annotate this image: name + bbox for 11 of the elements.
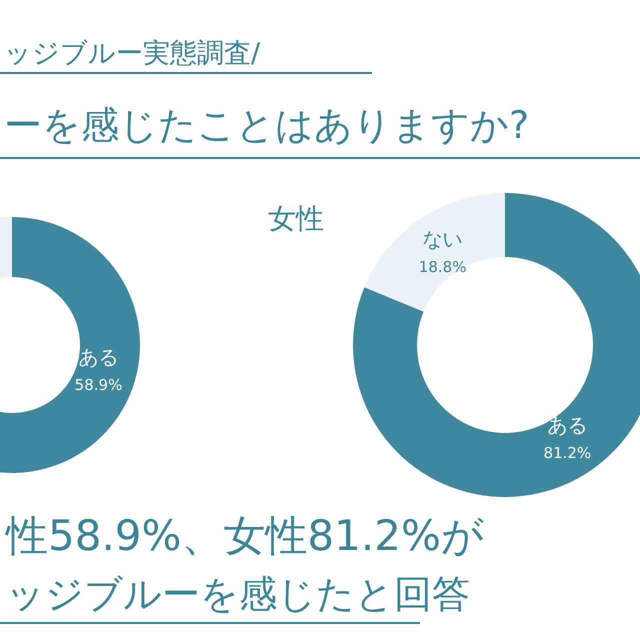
chart-title: 女性: [268, 202, 324, 235]
slice-label: ある: [547, 413, 588, 438]
text: 性58.9%、女性81.2%が: [4, 511, 484, 560]
text: ーを感じたことはありますか?: [4, 103, 530, 147]
data-label: 81.2%: [544, 444, 592, 462]
text: ッジブルーを感じたと回答: [6, 572, 470, 616]
chart-title: ッジブルー実態調査/: [4, 38, 261, 69]
data-label: 18.8%: [418, 258, 466, 276]
slice-label: ない: [422, 226, 463, 251]
data-label: 58.9%: [74, 376, 122, 394]
slice-label: ある: [78, 344, 119, 369]
